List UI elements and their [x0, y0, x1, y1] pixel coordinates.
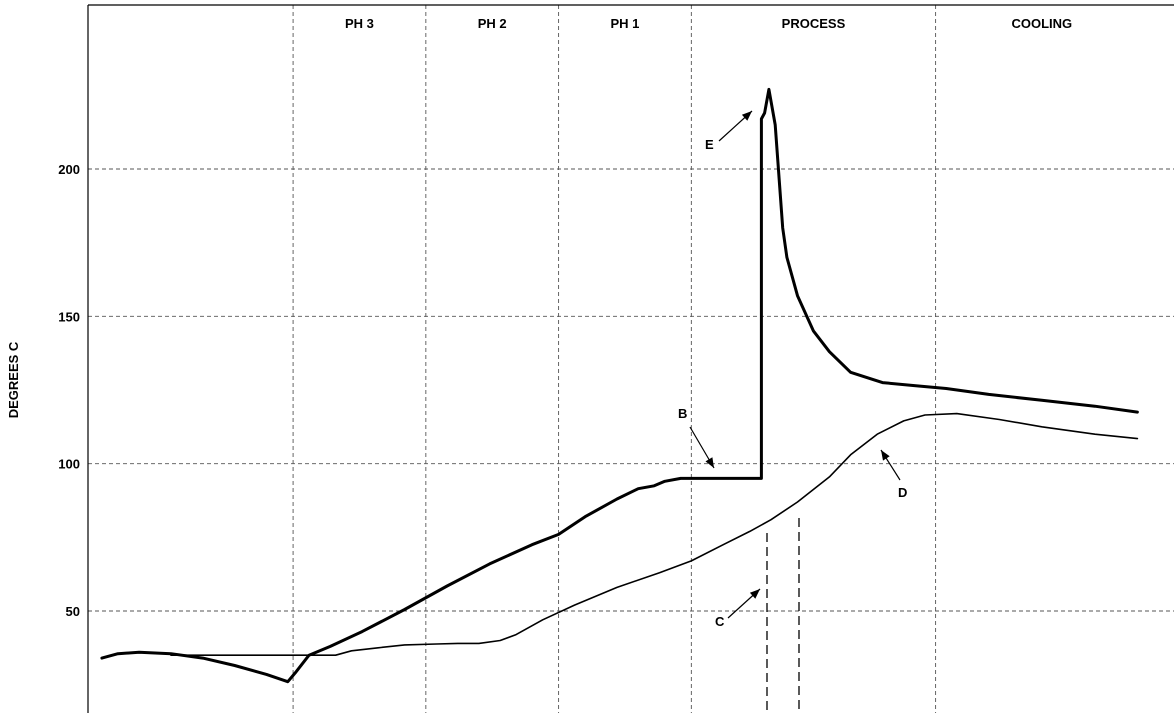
y-axis-label: DEGREES C: [6, 341, 21, 418]
annotation-arrowhead-c: [749, 589, 760, 599]
annotation-arrowhead-e: [741, 111, 752, 121]
annotations: B C D E: [678, 110, 907, 713]
zone-label-ph-3: PH 3: [345, 16, 374, 31]
annotation-label-e: E: [705, 137, 714, 152]
annotation-arrowhead-b: [705, 457, 714, 468]
zone-label-ph-1: PH 1: [611, 16, 640, 31]
zone-labels: PH 3 PH 2 PH 1 PROCESS COOLING: [345, 16, 1072, 31]
series-line-1: [100, 87, 1139, 684]
zone-label-process: PROCESS: [782, 16, 846, 31]
series: [100, 87, 1139, 684]
y-tick-label-100: 100: [58, 457, 80, 472]
series-line-2: [170, 412, 1139, 656]
annotation-label-b: B: [678, 406, 687, 421]
zone-label-ph-2: PH 2: [478, 16, 507, 31]
y-tick-label-150: 150: [58, 309, 80, 324]
zone-label-cooling: COOLING: [1011, 16, 1072, 31]
y-tick-label-50: 50: [66, 604, 80, 619]
axes: 50 100 150 200: [58, 4, 1174, 713]
annotation-label-d: D: [898, 485, 907, 500]
y-tick-label-200: 200: [58, 162, 80, 177]
annotation-arrowhead-d: [881, 450, 890, 461]
annotation-label-c: C: [715, 614, 725, 629]
grid: [88, 5, 1174, 713]
